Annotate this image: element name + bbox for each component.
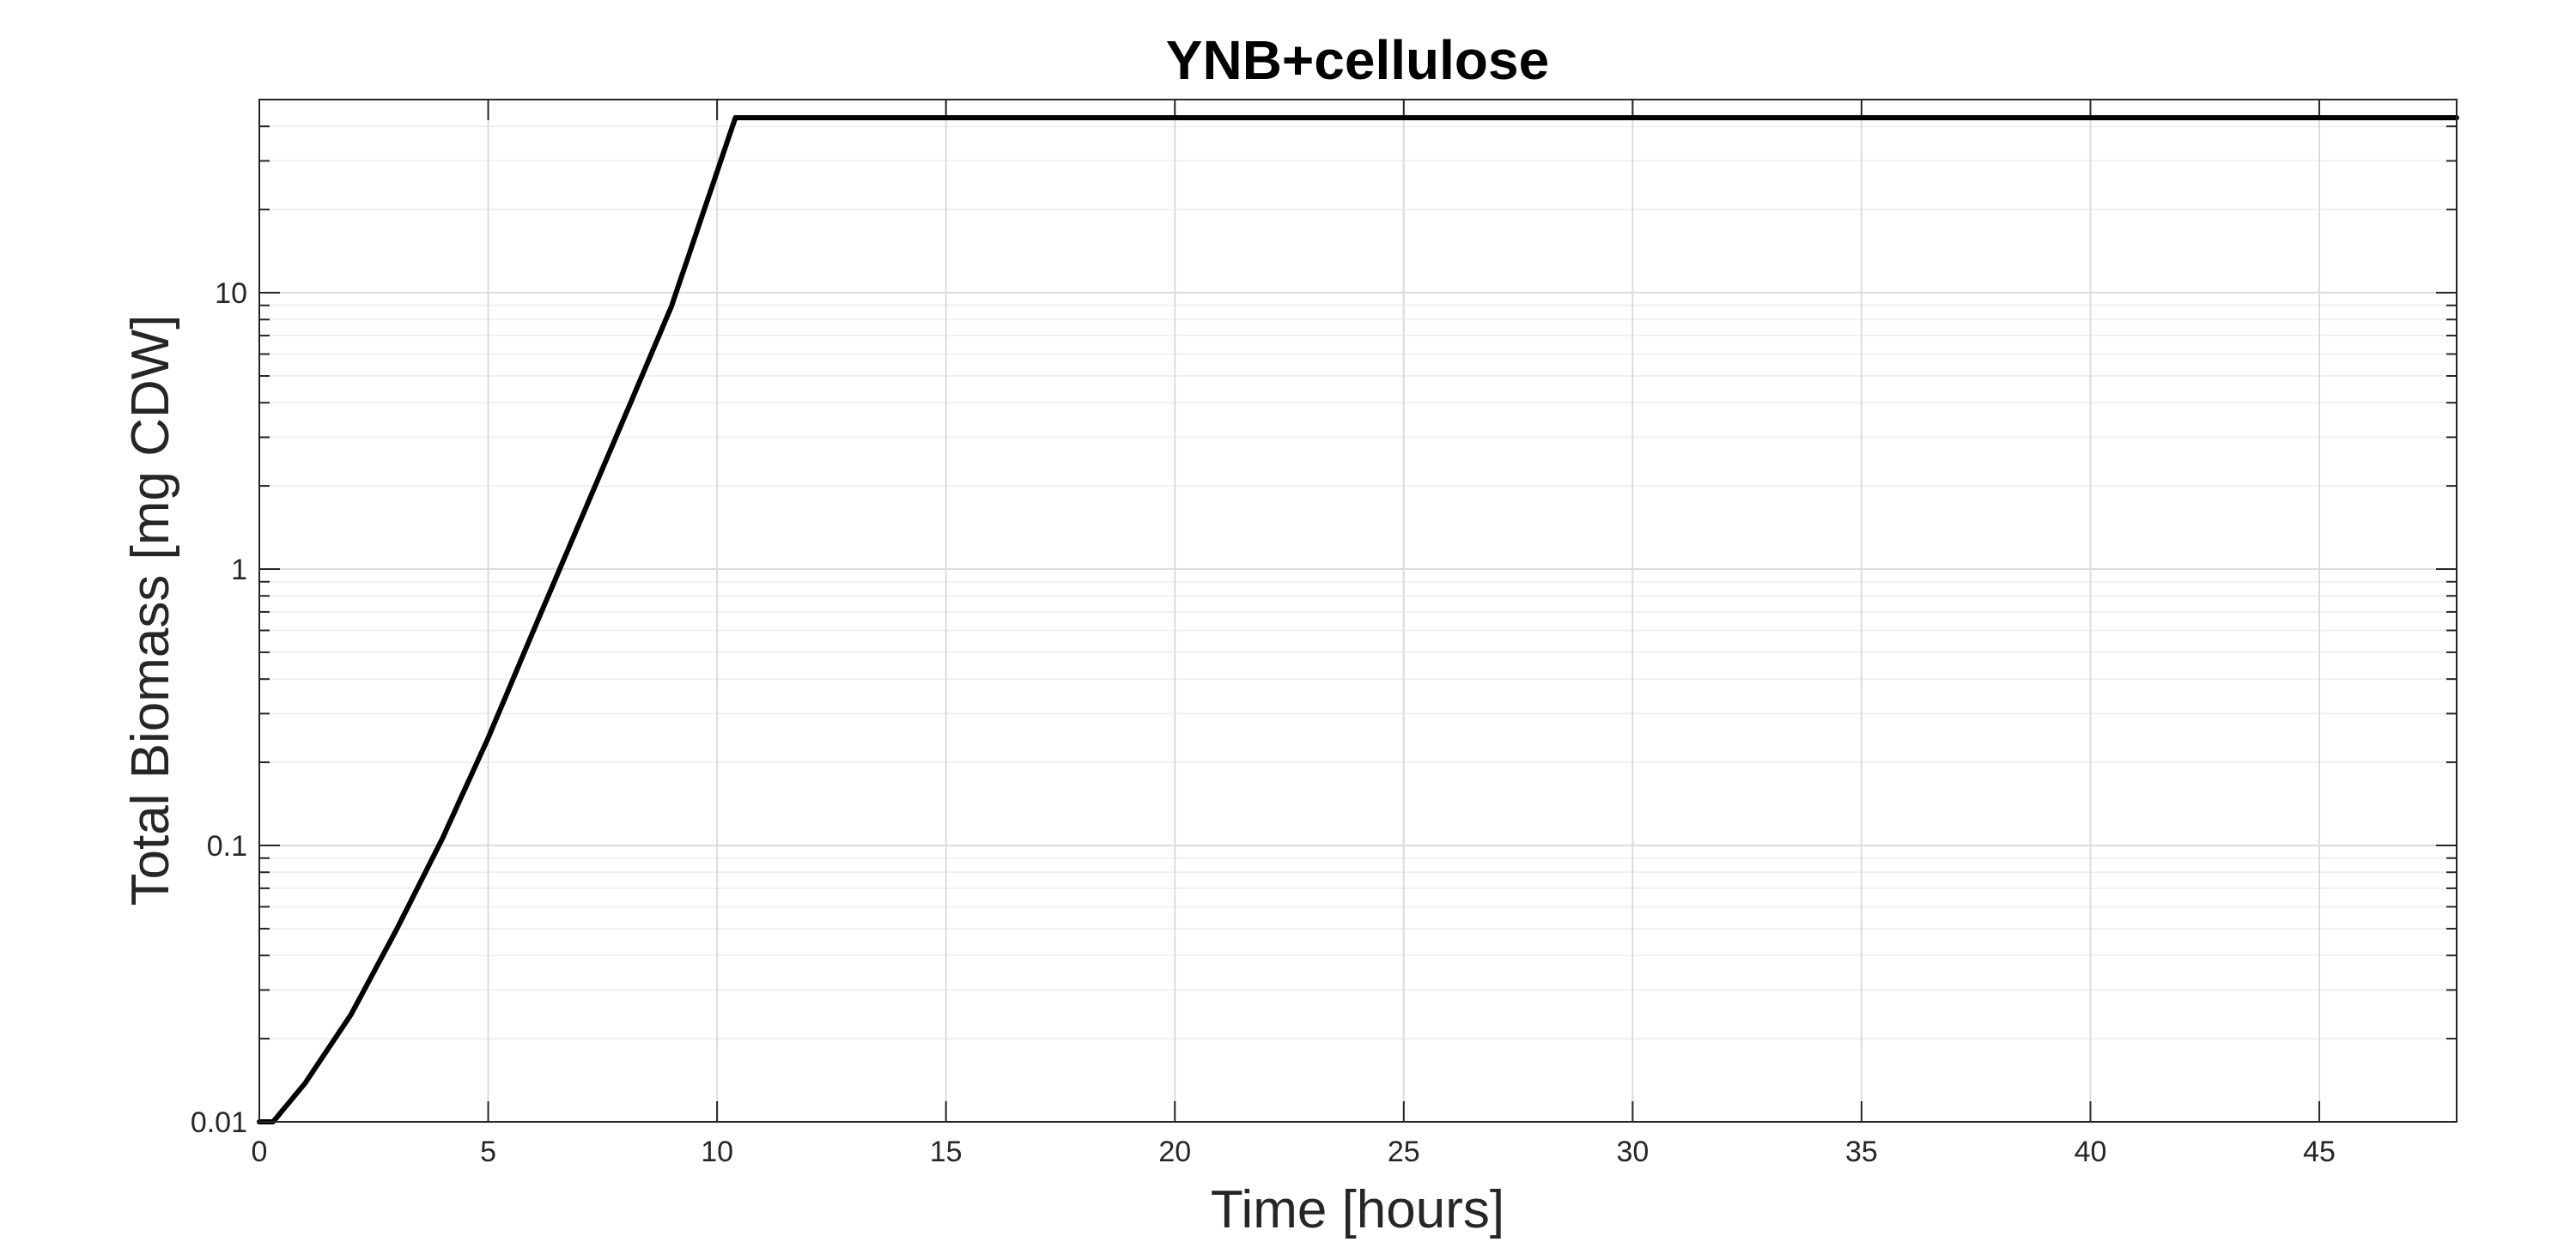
y-tick-label: 1	[231, 554, 247, 586]
y-tick-label: 0.1	[207, 830, 247, 863]
x-tick-label: 15	[930, 1136, 963, 1168]
x-tick-label: 5	[480, 1136, 496, 1168]
y-axis-label: Total Biomass [mg CDW]	[121, 314, 180, 906]
x-tick-label: 30	[1616, 1136, 1649, 1168]
series	[257, 115, 2459, 1124]
x-tick-label: 40	[2075, 1136, 2107, 1168]
x-tick-label: 20	[1158, 1136, 1191, 1168]
x-tick-label: 35	[1845, 1136, 1878, 1168]
series-line	[257, 115, 2459, 1124]
x-tick-label: 10	[701, 1136, 733, 1168]
y-tick-label: 10	[215, 277, 247, 310]
y-tick-label: 0.01	[191, 1106, 247, 1139]
tick-labels: 0.01 0.1 1 10 0 5 10 15 20 25 30 35 40 45	[191, 277, 2336, 1168]
x-tick-label: 45	[2303, 1136, 2336, 1168]
axes-box	[258, 99, 2458, 1123]
grid	[258, 100, 2457, 1123]
x-axis-label: Time [hours]	[1211, 1180, 1504, 1239]
x-tick-label: 0	[252, 1136, 268, 1168]
plot-area	[259, 100, 2457, 1122]
chart-title: YNB+cellulose	[1166, 29, 1549, 91]
x-tick-label: 25	[1388, 1136, 1420, 1168]
